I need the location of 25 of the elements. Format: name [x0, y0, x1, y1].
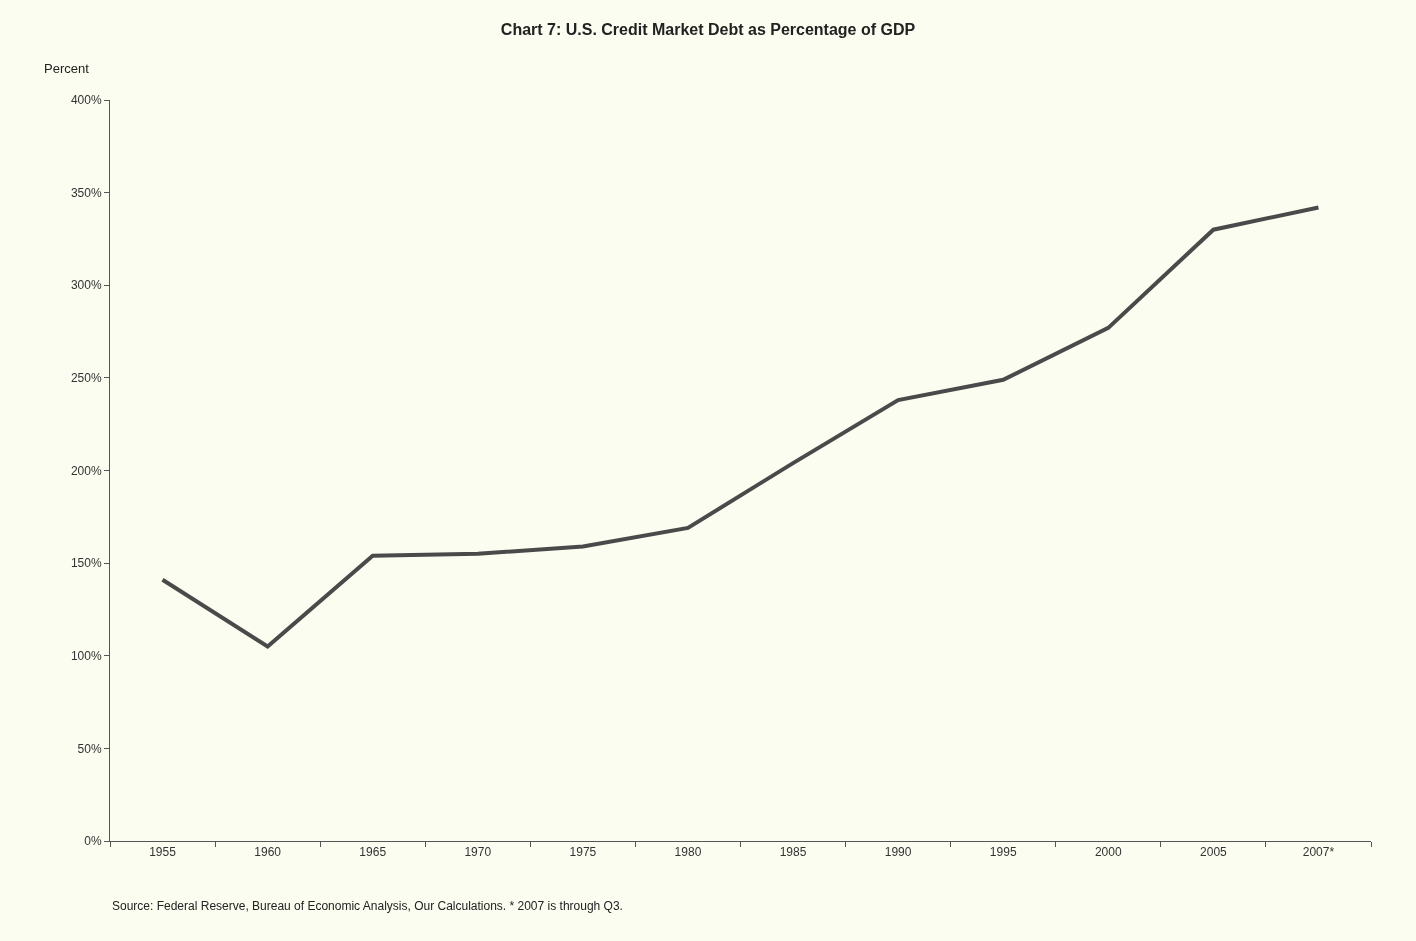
source-note: Source: Federal Reserve, Bureau of Economic Analysis, Our Calculations. * 2007 is through Q3. [112, 899, 623, 913]
y-tick-label: 0% [84, 834, 102, 849]
y-axis-title: Percent [44, 61, 90, 76]
x-tick-label: 1995 [989, 845, 1017, 860]
x-tick-label: 1975 [569, 845, 597, 860]
x-tick-label: 1990 [884, 845, 912, 860]
x-tick-label: 1970 [464, 845, 492, 860]
x-tick-label: 1965 [359, 845, 387, 860]
y-tick-label: 50% [77, 741, 102, 756]
y-tick-label: 250% [70, 371, 102, 386]
y-tick-label: 300% [70, 278, 102, 293]
line-series [160, 205, 1321, 649]
y-tick-label: 100% [70, 648, 102, 663]
chart-title: Chart 7: U.S. Credit Market Debt as Percentage of GDP [500, 20, 916, 38]
x-tick-label: 1955 [149, 845, 177, 860]
y-tick-label: 350% [70, 185, 102, 200]
x-tick-label: 2007* [1302, 845, 1335, 860]
y-tick-label: 400% [70, 93, 102, 108]
y-tick-label: 200% [70, 463, 102, 478]
x-tick-label: 2005 [1200, 845, 1228, 860]
x-tick-label: 1985 [779, 845, 807, 860]
y-tick-label: 150% [70, 556, 102, 571]
x-tick-label: 2000 [1094, 845, 1122, 860]
x-tick-label: 1960 [254, 845, 282, 860]
x-tick-label: 1980 [674, 845, 702, 860]
